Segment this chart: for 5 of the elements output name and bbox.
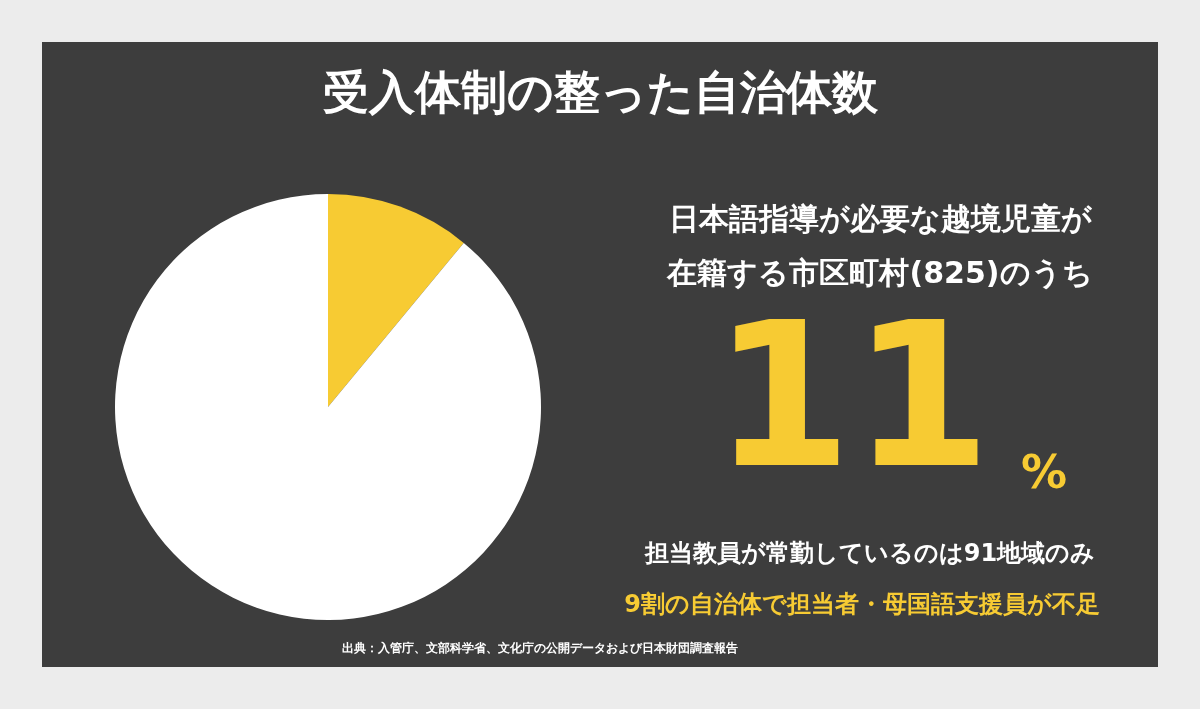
text: 9割の自治体で担当者・母国語支援員が不足 (624, 590, 1100, 618)
chart-title: 受入体制の整った自治体数 (322, 65, 879, 119)
text: 日本語指導が必要な越境児童が (668, 200, 1093, 236)
text: 担当教員が常勤しているのは91地域のみ (643, 539, 1096, 567)
source-note: 出典：入管庁、文部科学省、文化庁の公開データおよび日本財団調査報告 (342, 641, 738, 655)
